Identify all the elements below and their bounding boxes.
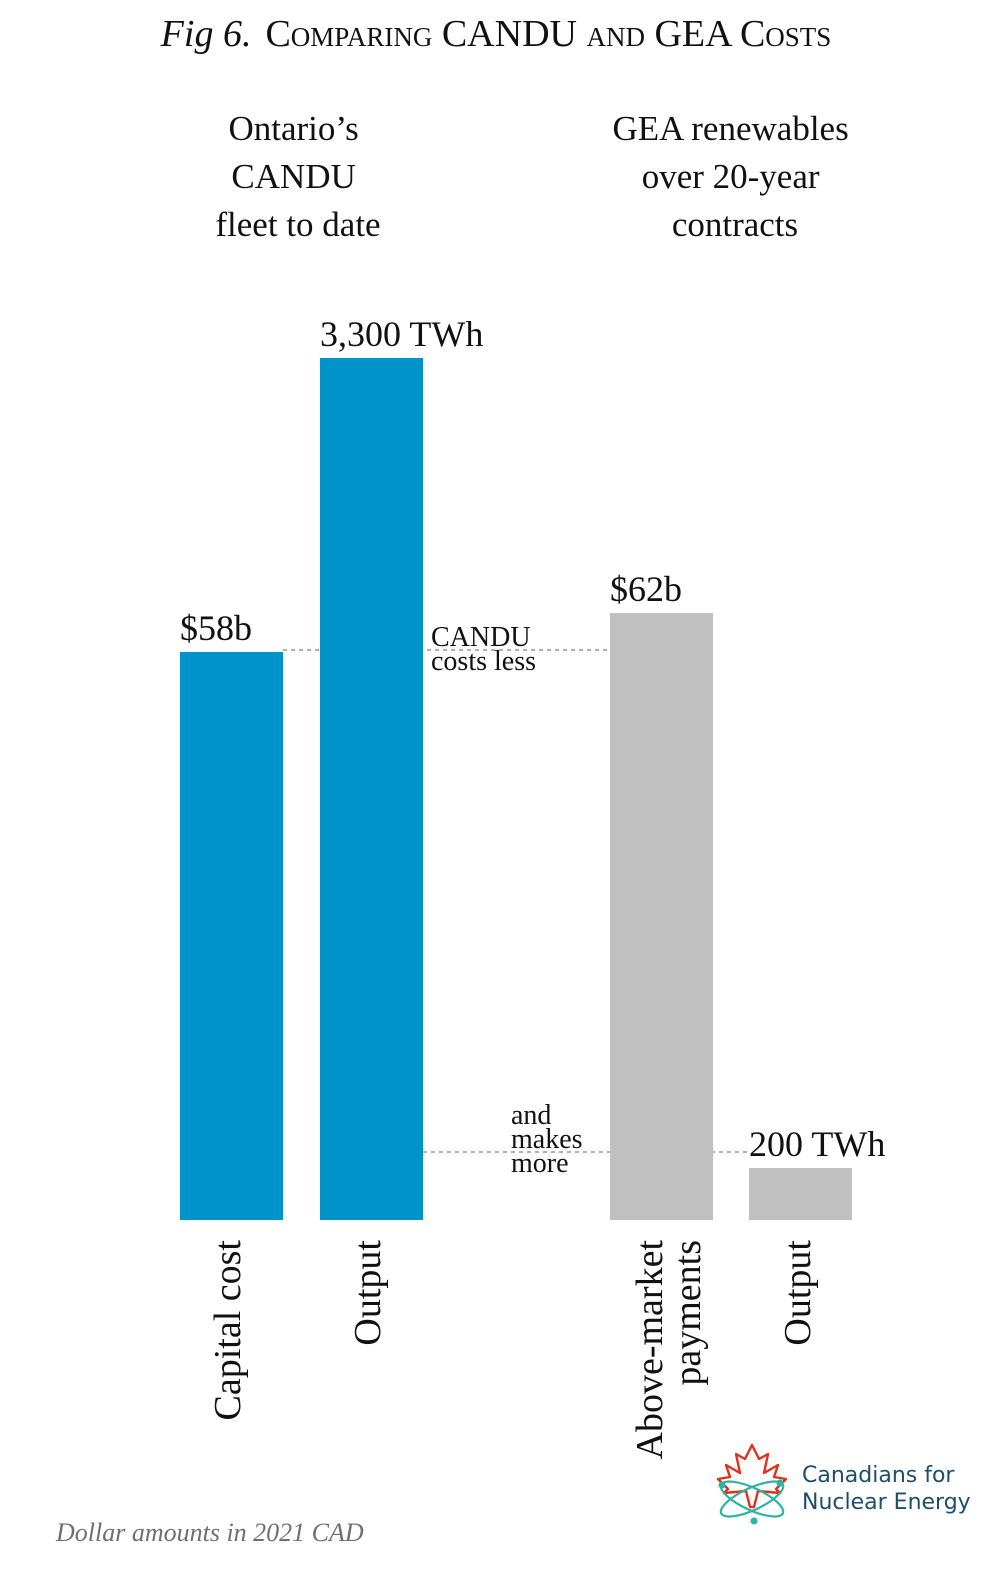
- figure-title-text: Comparing CANDU and GEA Costs: [265, 13, 831, 55]
- category-label-above-market-line-1: Above-market: [629, 1240, 671, 1460]
- group-label-gea-line: over 20-year: [642, 157, 820, 196]
- annotation-line: costs less: [431, 646, 536, 677]
- annotation-and-makes-more: and makes more: [511, 1100, 590, 1179]
- annotation-line: makes: [511, 1124, 583, 1155]
- atom-electron: [776, 1479, 784, 1487]
- value-label-gea-output: 200 TWh: [749, 1124, 885, 1164]
- group-label-gea-line: GEA renewables: [613, 109, 849, 148]
- maple-leaf-atom-icon: [716, 1443, 788, 1525]
- value-label-gea-payments: $62b: [610, 569, 682, 609]
- category-label-capital-cost: Capital cost: [207, 1240, 249, 1421]
- bar-gea-above-market-payments: [610, 613, 713, 1220]
- bar-candu-output: [320, 358, 423, 1220]
- annotation-line: more: [511, 1148, 569, 1179]
- category-label-candu-output: Output: [347, 1240, 389, 1346]
- figure-number: Fig 6.: [160, 13, 252, 55]
- category-label-above-market-line-2: payments: [667, 1240, 709, 1386]
- group-label-candu-line: fleet to date: [215, 205, 380, 244]
- group-label-gea: GEA renewables over 20-year contracts: [613, 109, 858, 244]
- logo-text-line-2: Nuclear Energy: [802, 1490, 971, 1515]
- annotation-line: and: [511, 1100, 551, 1131]
- annotation-candu-costs-less: CANDU costs less: [431, 622, 538, 677]
- atom-electron: [750, 1517, 758, 1525]
- value-label-candu-output: 3,300 TWh: [320, 314, 483, 354]
- maple-leaf-outline: [716, 1443, 788, 1509]
- bar-gea-output: [749, 1168, 852, 1220]
- value-label-candu-capital-cost: $58b: [180, 608, 252, 648]
- group-label-candu-line: Ontario’s: [228, 109, 358, 148]
- group-label-gea-line: contracts: [672, 205, 798, 244]
- bar-candu-capital-cost: [180, 652, 283, 1220]
- logo: Canadians for Nuclear Energy: [716, 1443, 971, 1525]
- figure-title: Fig 6. Comparing CANDU and GEA Costs: [160, 13, 832, 55]
- annotation-line: CANDU: [431, 622, 531, 653]
- group-label-candu-line: CANDU: [231, 157, 355, 196]
- logo-text-line-1: Canadians for: [802, 1463, 955, 1488]
- footnote: Dollar amounts in 2021 CAD: [55, 1518, 364, 1547]
- atom-electron: [718, 1481, 726, 1489]
- group-label-candu: Ontario’s CANDU fleet to date: [215, 109, 380, 244]
- category-label-gea-output: Output: [777, 1240, 819, 1346]
